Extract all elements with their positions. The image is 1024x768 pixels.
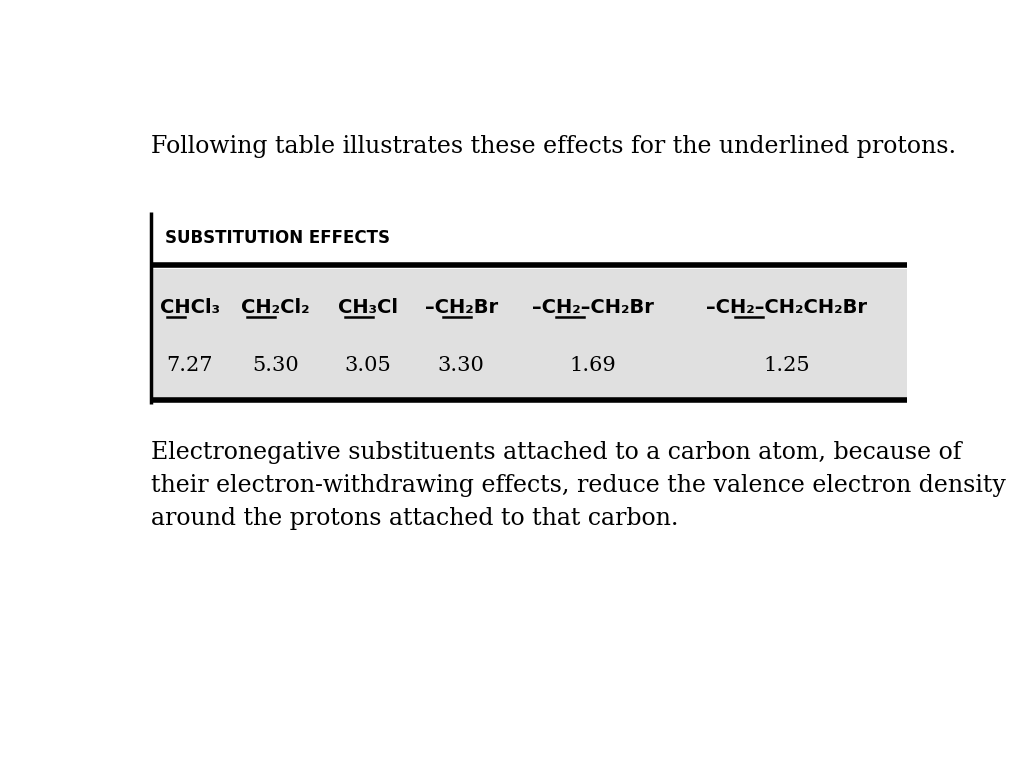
Text: –CH₂Br: –CH₂Br	[425, 298, 498, 317]
Text: –CH₂–CH₂CH₂Br: –CH₂–CH₂CH₂Br	[707, 298, 867, 317]
Text: Electronegative substituents attached to a carbon atom, because of
their electro: Electronegative substituents attached to…	[152, 441, 1007, 530]
Text: CH₂Cl₂: CH₂Cl₂	[241, 298, 309, 317]
Text: 5.30: 5.30	[252, 356, 299, 375]
Text: 1.69: 1.69	[569, 356, 616, 375]
Text: 3.30: 3.30	[438, 356, 484, 375]
Text: 3.05: 3.05	[345, 356, 391, 375]
Bar	[152, 211, 907, 266]
Text: 1.25: 1.25	[764, 356, 810, 375]
Bar	[152, 270, 907, 400]
Text: CH₃Cl: CH₃Cl	[338, 298, 398, 317]
Text: Following table illustrates these effects for the underlined protons.: Following table illustrates these effect…	[152, 134, 956, 157]
Text: –CH₂–CH₂Br: –CH₂–CH₂Br	[532, 298, 654, 317]
Text: CHCl₃: CHCl₃	[160, 298, 220, 317]
Text: SUBSTITUTION EFFECTS: SUBSTITUTION EFFECTS	[165, 230, 390, 247]
Text: 7.27: 7.27	[167, 356, 213, 375]
